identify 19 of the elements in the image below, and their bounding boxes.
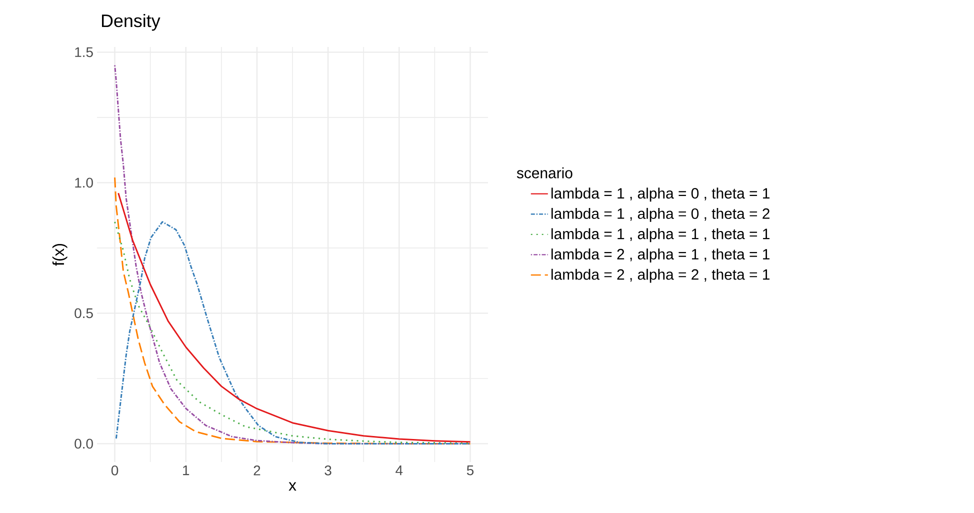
legend-label: lambda = 2 , alpha = 2 , theta = 1 xyxy=(551,268,770,283)
legend-label: lambda = 1 , alpha = 1 , theta = 1 xyxy=(551,228,770,242)
x-axis-title: x xyxy=(288,482,296,491)
legend-label: lambda = 1 , alpha = 0 , theta = 2 xyxy=(551,208,770,222)
y-tick-label: 0.5 xyxy=(74,308,93,318)
legend-title: scenario xyxy=(516,167,572,178)
y-tick-label: 0.0 xyxy=(74,438,93,449)
legend-label: lambda = 1 , alpha = 0 , theta = 1 xyxy=(551,188,770,202)
x-tick-label: 4 xyxy=(396,466,403,476)
x-tick-label: 0 xyxy=(111,465,118,476)
y-tick-label: 1.5 xyxy=(75,47,93,58)
y-tick-label: 1.0 xyxy=(75,178,93,188)
legend-label: lambda = 2 , alpha = 1 , theta = 1 xyxy=(551,248,770,262)
chart-title: Density xyxy=(102,14,160,31)
x-tick-label: 3 xyxy=(324,465,332,476)
x-tick-label: 2 xyxy=(254,465,260,476)
x-tick-label: 1 xyxy=(183,466,190,476)
x-tick-label: 5 xyxy=(466,466,474,476)
y-axis-title: f(x) xyxy=(52,244,68,266)
